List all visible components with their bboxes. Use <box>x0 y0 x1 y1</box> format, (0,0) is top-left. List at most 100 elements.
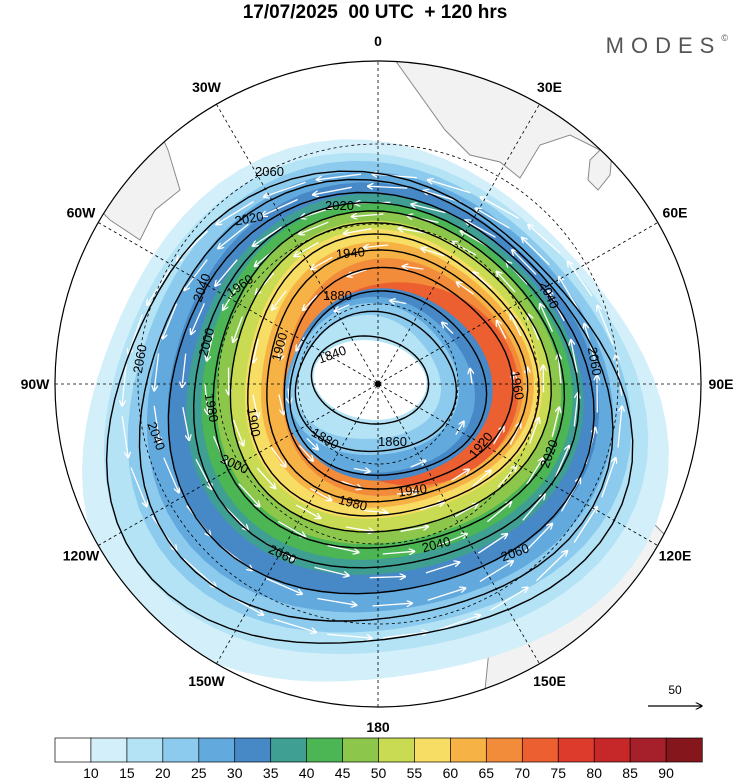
wind-arrow <box>555 446 570 478</box>
wind-arrow <box>252 394 258 419</box>
wind-arrow <box>470 368 472 384</box>
colorbar-label: 80 <box>586 765 602 781</box>
wind-arrow <box>218 223 249 248</box>
wind-arrow <box>362 510 388 513</box>
wind-arrow <box>273 618 317 632</box>
wind-arrow <box>294 242 319 257</box>
wind-arrow <box>265 577 302 594</box>
wind-arrow <box>396 492 418 494</box>
contour-label: 1880 <box>323 288 352 303</box>
contour-label: 1960 <box>507 370 527 401</box>
colorbar-swatch <box>665 737 703 763</box>
wind-arrow <box>153 405 160 443</box>
wind-arrow <box>400 526 429 532</box>
wind-arrow <box>398 228 427 234</box>
wind-arrow <box>540 304 553 332</box>
colorbar-swatch <box>162 737 200 763</box>
colorbar-label: 55 <box>407 765 423 781</box>
contour-label: 2000 <box>195 326 217 358</box>
wind-arrow <box>455 421 464 436</box>
longitude-label: 120W <box>63 548 100 564</box>
longitude-label: 30W <box>192 79 222 95</box>
colorbar-swatch <box>198 737 236 763</box>
longitude-label: 150W <box>188 673 225 689</box>
wind-arrow <box>256 467 275 489</box>
wind-arrow <box>277 520 306 537</box>
wind-arrow <box>344 228 372 234</box>
colorbar-swatch <box>521 737 559 763</box>
colorbar-label: 30 <box>227 765 243 781</box>
colorbar-label: 35 <box>263 765 279 781</box>
wind-arrow <box>272 290 287 310</box>
wind-arrow <box>253 226 283 246</box>
colorbar-swatch <box>414 737 451 763</box>
wind-arrow <box>511 314 522 337</box>
longitude-label: 180 <box>366 719 390 735</box>
reference-vector-label: 50 <box>668 683 682 697</box>
colorbar-label: 40 <box>299 765 315 781</box>
wind-arrow <box>233 316 244 343</box>
contour-label: 1980 <box>337 492 369 514</box>
wind-arrow <box>573 393 578 427</box>
wind-arrow <box>353 469 370 472</box>
wind-arrow <box>295 504 321 518</box>
height-contours <box>105 170 634 644</box>
wind-arrow <box>316 173 361 180</box>
colorbar <box>54 737 703 763</box>
reference-vector: 50 <box>648 683 702 706</box>
map-title: 17/07/2025 00 UTC + 120 hrs <box>242 2 508 23</box>
wind-arrow <box>535 551 567 582</box>
wind-arrow <box>368 186 408 188</box>
longitude-label: 60E <box>663 205 688 221</box>
wind-arrow <box>382 551 415 554</box>
wind-arrow <box>183 558 216 588</box>
wind-arrow <box>568 261 593 297</box>
wind-arrow <box>490 587 528 611</box>
wind-arrow <box>427 588 466 601</box>
map-disc <box>59 61 701 707</box>
wind-arrow <box>205 383 208 415</box>
wind-arrow <box>314 566 350 575</box>
wind-arrow <box>453 504 479 518</box>
longitude-label: 120E <box>659 548 692 564</box>
wind-arrow <box>364 245 389 248</box>
colorbar-swatch <box>593 737 631 763</box>
wind-arrow <box>528 418 540 444</box>
wind-arrow <box>299 221 329 234</box>
colorbar-swatch <box>378 737 416 763</box>
wind-arrow <box>347 268 368 277</box>
longitude-label: 90W <box>21 376 51 392</box>
wind-arrow <box>522 494 545 521</box>
wind-arrow <box>327 544 359 553</box>
wind-arrow <box>456 282 474 295</box>
wind-vectors <box>122 174 622 638</box>
wind-arrow <box>122 364 127 407</box>
contour-label: 1900 <box>244 407 264 438</box>
wind-arrow <box>390 301 407 304</box>
longitude-label: 30E <box>537 79 562 95</box>
wind-arrow <box>223 283 240 310</box>
wind-arrow <box>270 447 286 467</box>
longitude-label: 0 <box>374 33 382 49</box>
wind-arrow <box>479 561 513 583</box>
contour-label: 1940 <box>335 244 365 261</box>
wind-arrow <box>497 271 516 293</box>
wind-arrow <box>597 305 614 345</box>
longitude-labels: 0 30E 60E 90E 120E 150E 180 150W 120W 90W 60W 30W <box>21 33 734 735</box>
wind-arrow <box>551 407 559 437</box>
pole-marker <box>375 381 381 387</box>
wind-arrow <box>573 507 597 543</box>
wind-arrow <box>571 340 578 374</box>
wind-arrow <box>303 294 318 310</box>
colorbar-label: 20 <box>155 765 171 781</box>
wind-arrow <box>475 208 510 229</box>
colorbar-label: 10 <box>83 765 99 781</box>
wind-arrow <box>477 534 507 554</box>
wind-arrow <box>334 304 350 312</box>
wind-arrow <box>437 534 468 547</box>
wind-arrow <box>383 632 428 639</box>
wind-arrow <box>512 250 537 275</box>
wind-arrow <box>253 339 259 363</box>
wind-arrow <box>411 204 446 214</box>
